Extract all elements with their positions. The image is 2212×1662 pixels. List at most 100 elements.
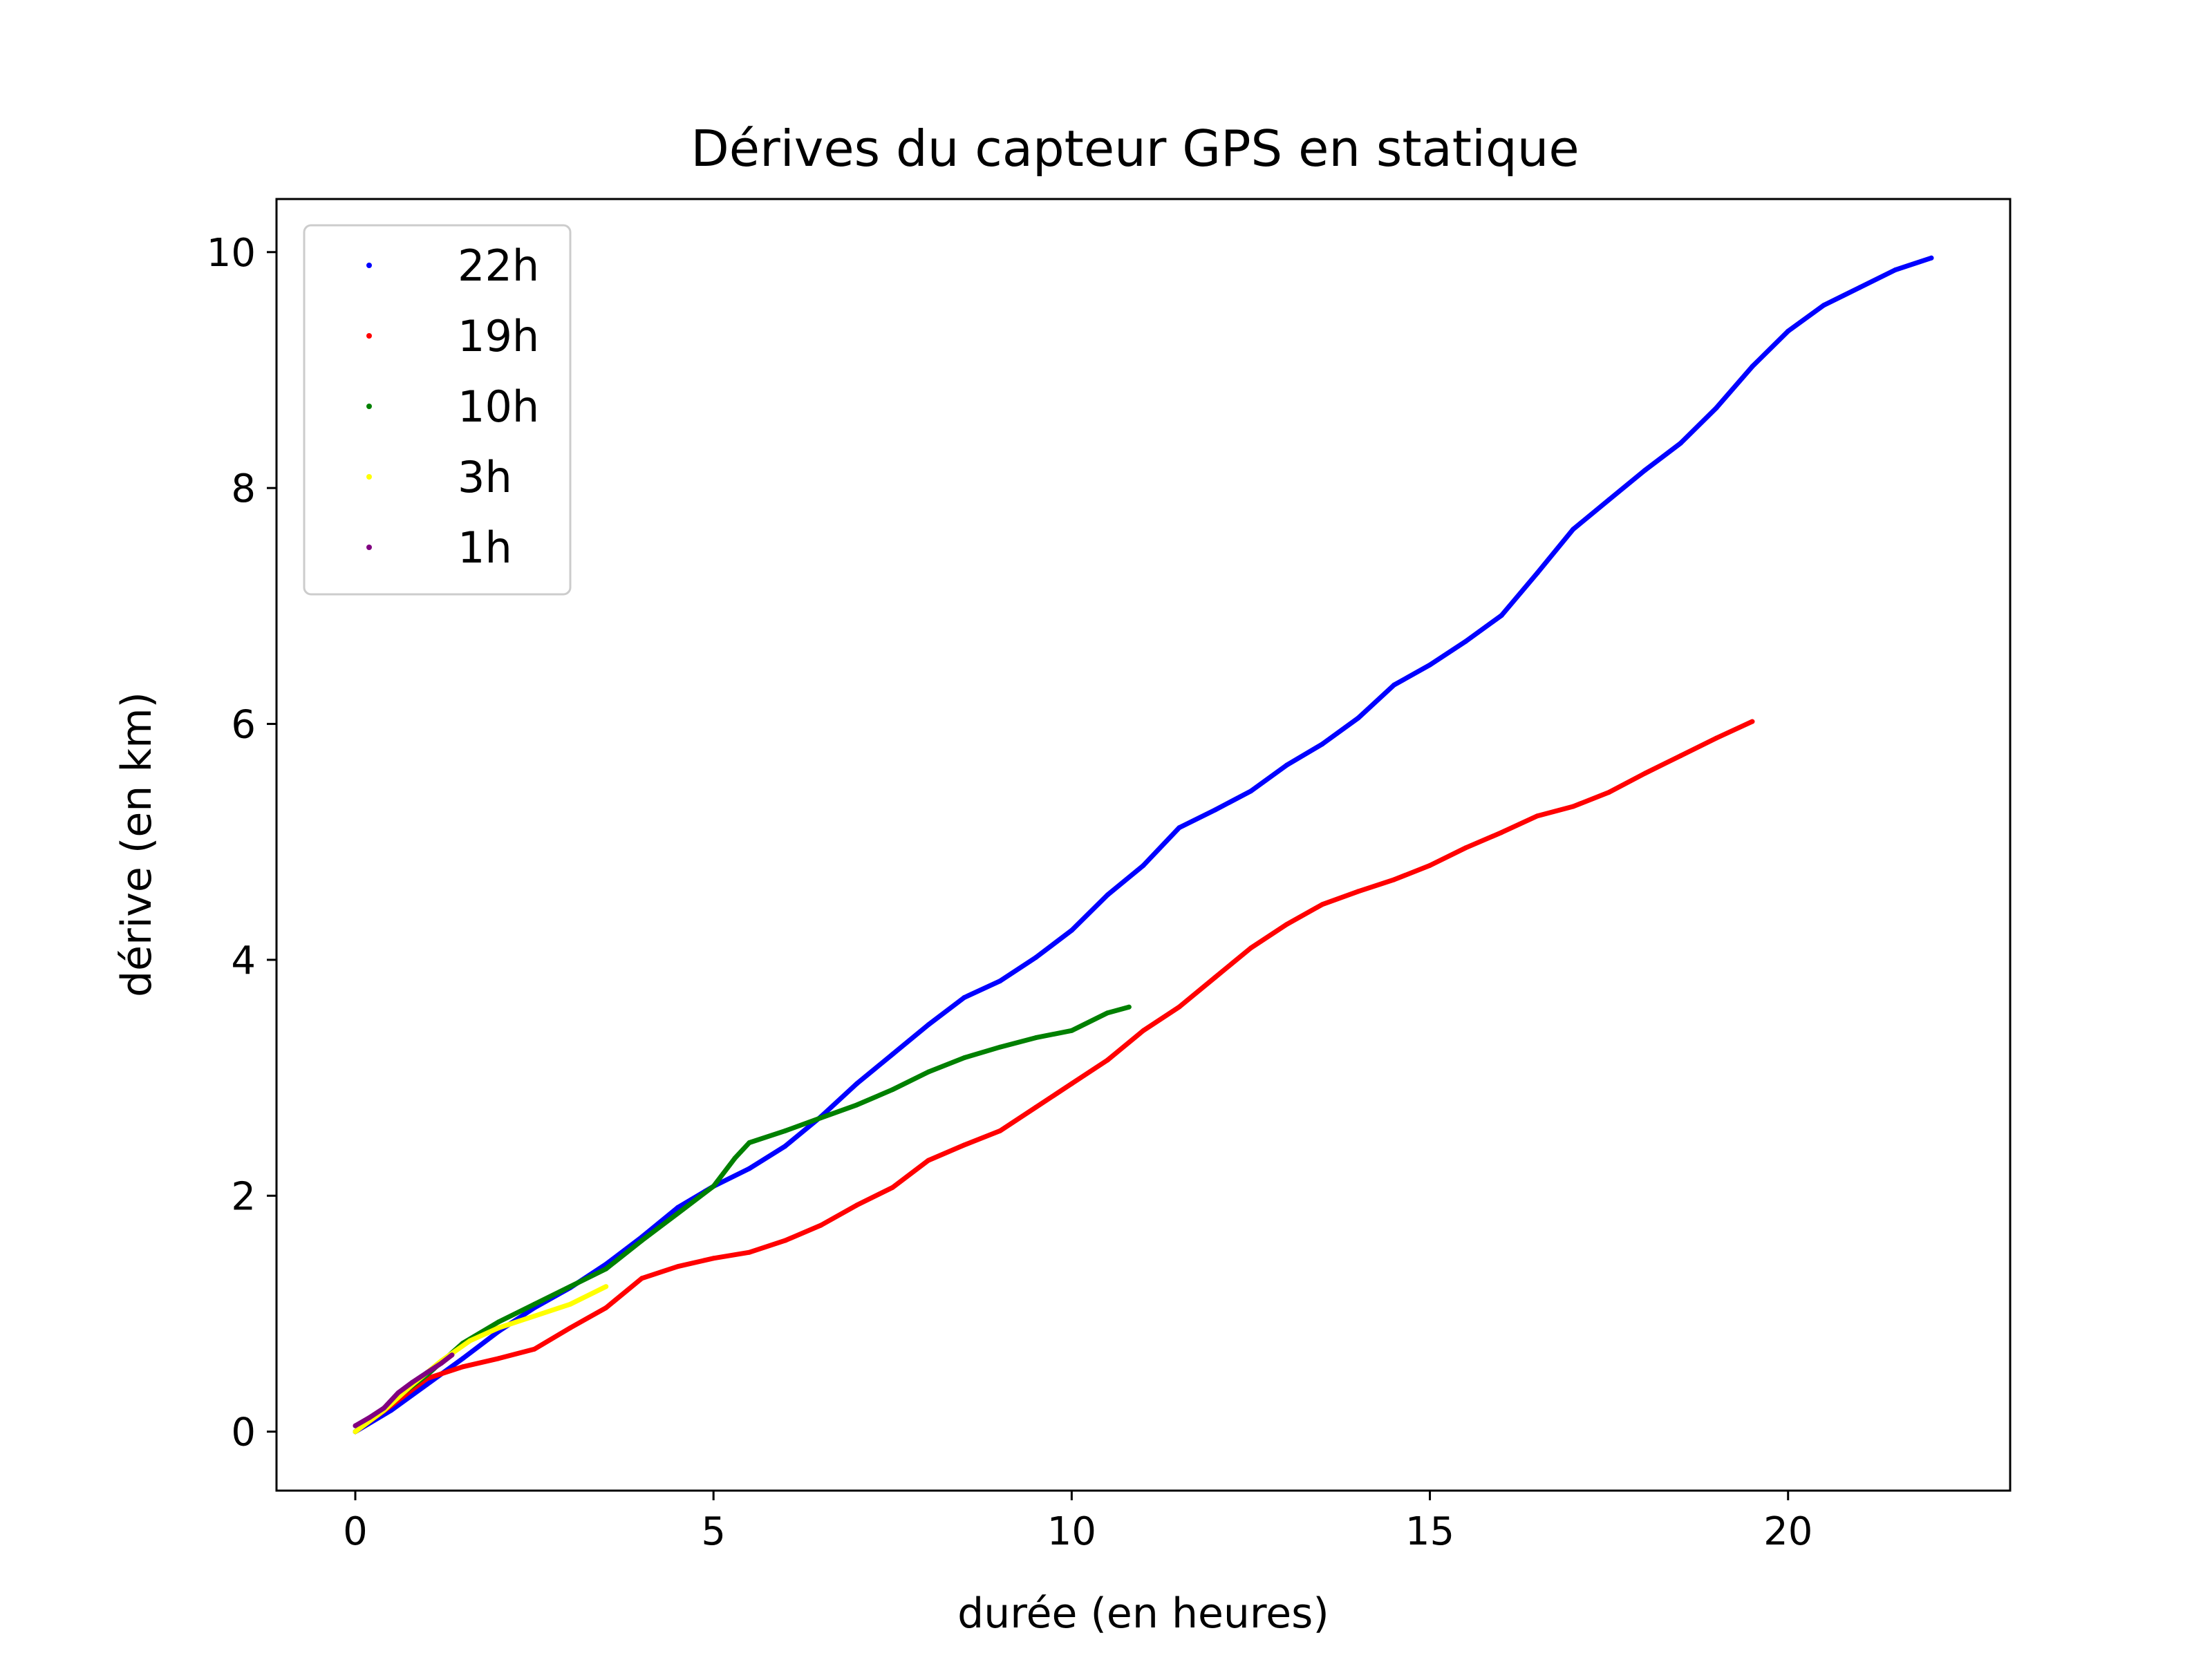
- data-point: [1427, 662, 1432, 668]
- data-point: [1606, 497, 1612, 502]
- legend-box: [303, 224, 572, 596]
- y-tick-label: 2: [231, 1174, 256, 1219]
- data-point: [1248, 788, 1253, 794]
- series-19h: [353, 719, 1755, 1435]
- data-point: [1105, 1010, 1110, 1016]
- series-trace: [353, 719, 1755, 1435]
- data-point: [1571, 804, 1576, 809]
- legend-marker: [366, 404, 372, 409]
- data-point: [382, 1406, 386, 1410]
- data-point: [496, 1356, 501, 1361]
- data-point: [747, 1249, 752, 1255]
- y-tick-label: 8: [231, 466, 256, 511]
- legend-marker: [366, 545, 372, 550]
- data-point: [1033, 1104, 1038, 1110]
- data-point: [1356, 889, 1361, 894]
- data-point: [1391, 682, 1397, 688]
- y-tick-label: 0: [231, 1410, 256, 1455]
- legend-label: 1h: [458, 522, 512, 573]
- chart-title: Dérives du capteur GPS en statique: [691, 120, 1579, 178]
- data-point: [732, 1155, 738, 1161]
- y-axis: 0 2 4 6 8 10: [207, 231, 276, 1455]
- legend-label: 22h: [458, 240, 539, 291]
- data-point: [1126, 1004, 1132, 1010]
- data-point: [353, 1429, 358, 1435]
- data-point: [962, 1142, 967, 1148]
- data-point: [1642, 468, 1647, 473]
- data-point: [438, 1361, 444, 1366]
- series-trace: [353, 1004, 1132, 1435]
- data-point: [496, 1319, 501, 1325]
- data-point: [1571, 527, 1576, 532]
- data-point: [997, 1044, 1003, 1050]
- plot-frame: [275, 198, 2012, 1492]
- y-tick-label: 10: [207, 231, 256, 276]
- data-point: [890, 1087, 895, 1093]
- data-point: [926, 1069, 931, 1075]
- y-axis-label: dérive (en km): [113, 692, 161, 997]
- data-point: [962, 1055, 967, 1061]
- data-point: [568, 1301, 573, 1307]
- data-point: [1141, 862, 1146, 868]
- data-point: [1642, 771, 1647, 776]
- data-point: [962, 995, 967, 1000]
- data-point: [747, 1140, 752, 1145]
- data-point: [926, 1158, 931, 1163]
- data-point: [568, 1284, 573, 1290]
- data-point: [532, 1346, 537, 1352]
- data-point: [1499, 613, 1504, 618]
- data-point: [1284, 922, 1289, 927]
- data-point: [711, 1184, 716, 1189]
- data-point: [603, 1284, 609, 1290]
- data-point: [367, 1415, 373, 1420]
- data-point: [424, 1381, 430, 1387]
- data-point: [1678, 753, 1683, 759]
- plot-area: [353, 255, 1934, 1435]
- data-point: [890, 1184, 895, 1190]
- data-point: [1893, 267, 1898, 272]
- y-tick-label: 4: [231, 938, 256, 983]
- data-point: [603, 1305, 609, 1310]
- data-point: [1069, 1081, 1074, 1086]
- x-tick-label: 0: [343, 1509, 368, 1554]
- data-point: [854, 1202, 859, 1208]
- data-point: [1535, 570, 1540, 576]
- data-point: [1320, 742, 1325, 747]
- data-point: [1499, 830, 1504, 835]
- data-point: [675, 1205, 680, 1210]
- data-point: [395, 1390, 401, 1395]
- data-point: [496, 1325, 501, 1330]
- data-point: [424, 1370, 430, 1375]
- x-tick-label: 5: [701, 1509, 726, 1554]
- data-point: [1750, 363, 1755, 369]
- data-point: [353, 1423, 358, 1428]
- data-point: [1141, 1028, 1146, 1033]
- data-point: [1929, 255, 1934, 261]
- data-point: [1463, 845, 1468, 851]
- data-point: [711, 1256, 716, 1261]
- data-point: [460, 1356, 465, 1361]
- data-point: [818, 1222, 824, 1228]
- data-point: [675, 1211, 680, 1216]
- data-point: [782, 1238, 788, 1243]
- data-point: [1177, 825, 1182, 831]
- series-1h: [353, 1352, 455, 1428]
- data-point: [1069, 1028, 1074, 1033]
- data-point: [1320, 902, 1325, 907]
- legend-label: 19h: [458, 311, 539, 361]
- x-axis: 0 5 10 15 20: [343, 1491, 1812, 1554]
- data-point: [1177, 1004, 1182, 1010]
- data-point: [782, 1128, 788, 1133]
- data-point: [1284, 762, 1289, 768]
- data-point: [818, 1115, 824, 1121]
- data-point: [854, 1102, 859, 1108]
- data-point: [532, 1301, 537, 1307]
- x-tick-label: 15: [1405, 1509, 1454, 1554]
- data-point: [639, 1276, 644, 1281]
- data-point: [1248, 945, 1253, 951]
- data-point: [1033, 955, 1038, 960]
- x-tick-label: 20: [1763, 1509, 1812, 1554]
- legend-marker: [366, 474, 372, 480]
